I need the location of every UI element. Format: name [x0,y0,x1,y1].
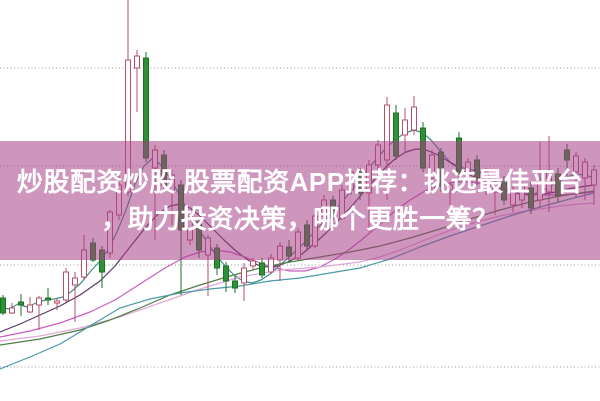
headline-line-1: 炒股配资炒股 股票配资APP推荐：挑选最佳平台 [16,166,584,197]
candle-up [241,263,247,301]
candle-down [18,294,24,316]
candle-up [63,268,69,302]
candle-down [259,258,265,278]
candle-down [0,295,6,315]
candle-up [411,96,417,135]
candle-up [9,303,15,314]
candle-down [45,288,51,305]
candle-up [36,296,42,330]
headline-line-2: ，助力投资决策，哪个更胜一筹？ [101,203,499,234]
candle-up [72,272,78,322]
candle-up [250,258,256,270]
candle-down [232,276,238,293]
candle-up [27,297,33,313]
candle-up [134,50,140,112]
candle-down [223,262,229,292]
headline-overlay: 炒股配资炒股 股票配资APP推荐：挑选最佳平台 ，助力投资决策，哪个更胜一筹？ [0,141,600,260]
candle-up [54,298,60,310]
